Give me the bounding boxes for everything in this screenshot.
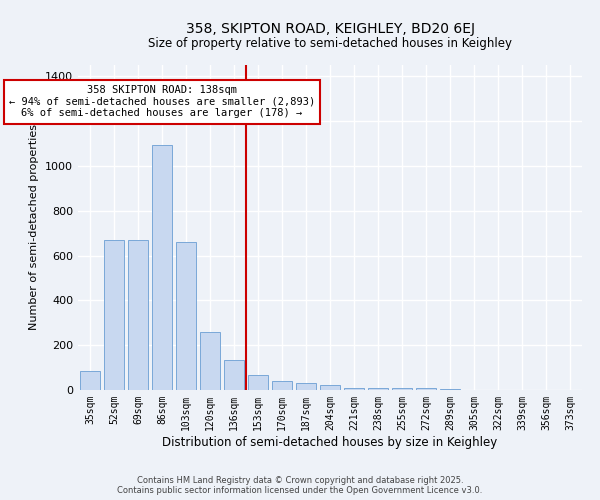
Bar [272,382,292,390]
Bar [80,371,100,390]
Text: Contains HM Land Registry data © Crown copyright and database right 2025.
Contai: Contains HM Land Registry data © Crown c… [118,476,482,495]
Bar [200,332,220,390]
Bar [128,240,148,390]
Bar [152,144,172,390]
Bar [176,242,196,390]
Text: Size of property relative to semi-detached houses in Keighley: Size of property relative to semi-detach… [148,38,512,51]
Bar [296,384,316,390]
Y-axis label: Number of semi-detached properties: Number of semi-detached properties [29,124,40,330]
Bar [392,388,412,390]
Text: 358 SKIPTON ROAD: 138sqm
← 94% of semi-detached houses are smaller (2,893)
6% of: 358 SKIPTON ROAD: 138sqm ← 94% of semi-d… [9,85,315,118]
Bar [248,376,268,390]
Bar [344,388,364,390]
Bar [320,385,340,390]
Bar [104,240,124,390]
X-axis label: Distribution of semi-detached houses by size in Keighley: Distribution of semi-detached houses by … [163,436,497,448]
Bar [224,360,244,390]
Bar [368,388,388,390]
Text: 358, SKIPTON ROAD, KEIGHLEY, BD20 6EJ: 358, SKIPTON ROAD, KEIGHLEY, BD20 6EJ [185,22,475,36]
Bar [416,388,436,390]
